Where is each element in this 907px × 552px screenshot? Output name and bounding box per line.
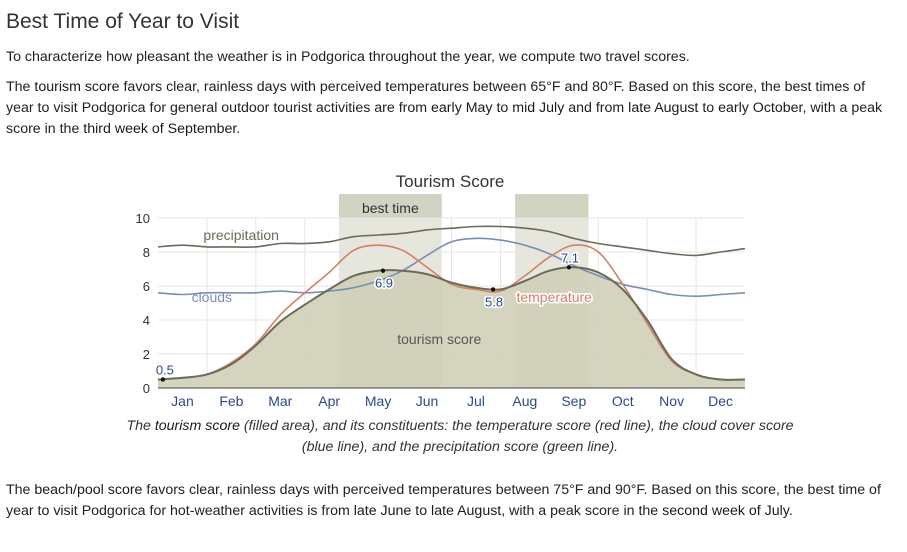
- highlight-text: mid July: [512, 100, 565, 116]
- score-point: [160, 377, 166, 382]
- series-line-precipitation: [157, 225, 746, 257]
- intro-paragraph: To characterize how pleasant the weather…: [6, 47, 896, 68]
- text-segment: .: [236, 121, 241, 137]
- score-point: [380, 268, 386, 273]
- chart-title: Tourism Score: [396, 172, 505, 191]
- series-line-temperature: [157, 244, 746, 381]
- highlight-text: early October: [718, 100, 803, 116]
- text-segment: to: [698, 100, 719, 116]
- highlight-text: late August: [431, 503, 502, 519]
- series-line-tourism-score: [157, 266, 746, 381]
- chart-caption: The tourism score (filled area), and its…: [110, 416, 810, 458]
- y-tick-label: 0: [143, 381, 150, 396]
- x-tick-label: Oct: [612, 393, 634, 409]
- text-segment: favors clear, rainless days with perceiv…: [6, 79, 866, 116]
- text-segment: The: [6, 482, 35, 498]
- text-segment: , with a peak score in the: [6, 100, 883, 137]
- tourism-score-chart: Tourism Score best time 0 2 4 6 8 10 Jan Feb Mar Ap…: [136, 172, 746, 409]
- highlight-text: tourism score: [34, 79, 120, 95]
- text-segment: to: [492, 100, 513, 116]
- x-tick-label: Nov: [659, 393, 684, 409]
- series-label: temperature: [516, 289, 592, 305]
- highlight-text: early May: [431, 100, 493, 116]
- x-tick-label: Sep: [561, 393, 586, 409]
- text-segment: To characterize how pleasant the weather…: [6, 49, 690, 65]
- highlight-text: second week of July: [662, 503, 789, 519]
- x-tick-label: Jun: [416, 393, 439, 409]
- text-segment: and from: [564, 100, 629, 116]
- tourism-paragraph: The tourism score favors clear, rainless…: [6, 77, 896, 140]
- text-segment: , with a peak score in the: [501, 503, 663, 519]
- x-tick-label: Feb: [219, 393, 243, 409]
- y-tick-label: 2: [143, 347, 150, 362]
- text-segment: The: [6, 79, 35, 95]
- point-label: 5.8: [485, 294, 503, 309]
- highlight-text: third week of September: [83, 121, 237, 137]
- y-tick-label: 4: [143, 313, 150, 328]
- best-time-header: [338, 194, 442, 218]
- text-segment: favors clear, rainless days with perceiv…: [6, 482, 881, 519]
- x-tick-label: Mar: [268, 393, 292, 409]
- text-segment: (filled area), and its constituents: the…: [239, 418, 794, 455]
- series-label: tourism score: [397, 331, 481, 347]
- point-label: 7.1: [561, 250, 579, 265]
- y-tick-label: 6: [143, 279, 150, 294]
- point-label: 6.9: [375, 276, 393, 291]
- x-tick-label: Jan: [171, 393, 194, 409]
- text-segment: to: [411, 503, 432, 519]
- y-tick-label: 10: [136, 211, 150, 226]
- highlight-text: late June: [353, 503, 412, 519]
- beach-paragraph: The beach/pool score favors clear, rainl…: [6, 480, 896, 522]
- x-tick-label: Dec: [708, 393, 733, 409]
- y-tick-label: 8: [143, 245, 150, 260]
- page-title: Best Time of Year to Visit: [6, 10, 240, 33]
- highlight-text: beach/pool score: [34, 482, 143, 498]
- series-line-clouds: [157, 237, 746, 298]
- text-segment: .: [788, 503, 793, 519]
- x-tick-label: Jul: [467, 393, 485, 409]
- x-tick-label: May: [365, 393, 391, 409]
- tourism-score-area: [158, 267, 745, 388]
- best-time-header: [515, 194, 589, 218]
- score-point: [566, 265, 572, 270]
- score-point: [490, 287, 496, 292]
- x-tick-label: Aug: [512, 393, 537, 409]
- highlight-text: tourism score: [154, 418, 240, 434]
- highlight-text: late August: [628, 100, 699, 116]
- x-tick-label: Apr: [318, 393, 340, 409]
- best-time-label: best time: [362, 200, 419, 216]
- series-label: clouds: [192, 289, 232, 305]
- text-segment: The: [126, 418, 155, 434]
- series-label: precipitation: [203, 227, 278, 243]
- point-label: 0.5: [156, 363, 174, 378]
